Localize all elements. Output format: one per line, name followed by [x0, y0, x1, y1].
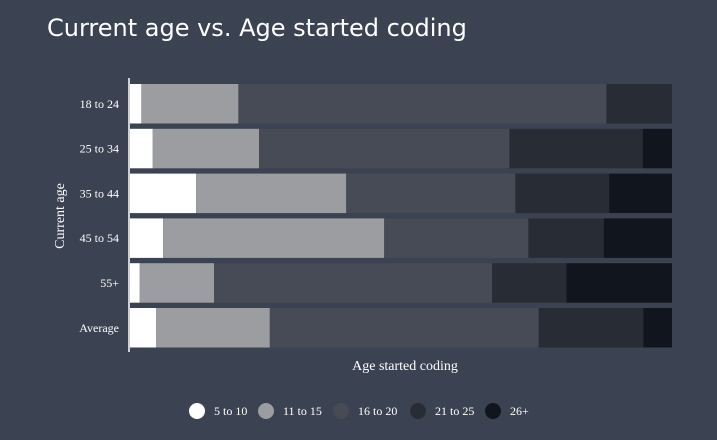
bar-segment-4-1 — [139, 263, 215, 303]
bar-segment-4-3 — [492, 263, 567, 303]
bar-segment-2-4 — [609, 173, 672, 214]
y-tick-label-3: 45 to 54 — [80, 231, 119, 245]
bars-group — [130, 84, 672, 348]
legend-label-4: 26+ — [510, 404, 529, 418]
bar-segment-3-1 — [163, 218, 385, 258]
bar-segment-5-3 — [538, 308, 644, 348]
bar-segment-2-1 — [196, 173, 347, 214]
y-tick-label-4: 55+ — [100, 276, 119, 290]
legend-marker-3 — [410, 403, 426, 419]
legend-marker-0 — [189, 403, 205, 419]
legend-label-0: 5 to 10 — [214, 404, 247, 418]
legend-label-1: 11 to 15 — [283, 404, 322, 418]
x-axis-label: Age started coding — [352, 359, 458, 374]
legend-marker-2 — [333, 403, 349, 419]
y-tick-label-1: 25 to 34 — [80, 142, 119, 156]
bar-segment-2-3 — [515, 173, 610, 214]
bar-segment-3-2 — [384, 218, 529, 258]
chart-title: Current age vs. Age started coding — [47, 14, 467, 42]
bar-segment-4-0 — [130, 263, 140, 303]
bar-segment-0-3 — [606, 84, 672, 124]
bar-segment-4-2 — [214, 263, 493, 303]
bar-segment-1-3 — [509, 128, 643, 169]
bar-segment-0-1 — [141, 84, 239, 124]
legend-marker-1 — [258, 403, 274, 419]
bar-segment-1-2 — [259, 128, 510, 169]
bar-segment-3-4 — [603, 218, 672, 258]
bar-segment-0-2 — [238, 84, 607, 124]
bar-segment-4-4 — [566, 263, 672, 303]
bar-segment-3-3 — [528, 218, 604, 258]
y-tick-label-5: Average — [79, 321, 119, 335]
bar-segment-2-0 — [130, 173, 197, 214]
bar-segment-5-4 — [643, 308, 672, 348]
y-tick-labels: 18 to 24 25 to 34 35 to 44 45 to 54 55+ Avera… — [79, 97, 119, 335]
y-tick-label-2: 35 to 44 — [80, 186, 119, 200]
bar-segment-1-1 — [152, 128, 259, 169]
bar-segment-0-0 — [130, 84, 142, 124]
y-tick-label-0: 18 to 24 — [80, 97, 119, 111]
bar-segment-5-1 — [156, 308, 270, 348]
legend-label-3: 21 to 25 — [435, 404, 474, 418]
legend-marker-4 — [485, 403, 501, 419]
bar-segment-1-0 — [130, 128, 153, 169]
bar-segment-1-4 — [642, 128, 672, 169]
y-axis-label: Current age — [53, 183, 68, 249]
bar-segment-2-2 — [346, 173, 516, 214]
bar-segment-5-0 — [130, 308, 157, 348]
legend-label-2: 16 to 20 — [358, 404, 397, 418]
legend: 5 to 10 11 to 15 16 to 20 21 to 25 26+ — [189, 403, 529, 419]
bar-segment-5-2 — [269, 308, 539, 348]
bar-segment-3-0 — [130, 218, 164, 258]
